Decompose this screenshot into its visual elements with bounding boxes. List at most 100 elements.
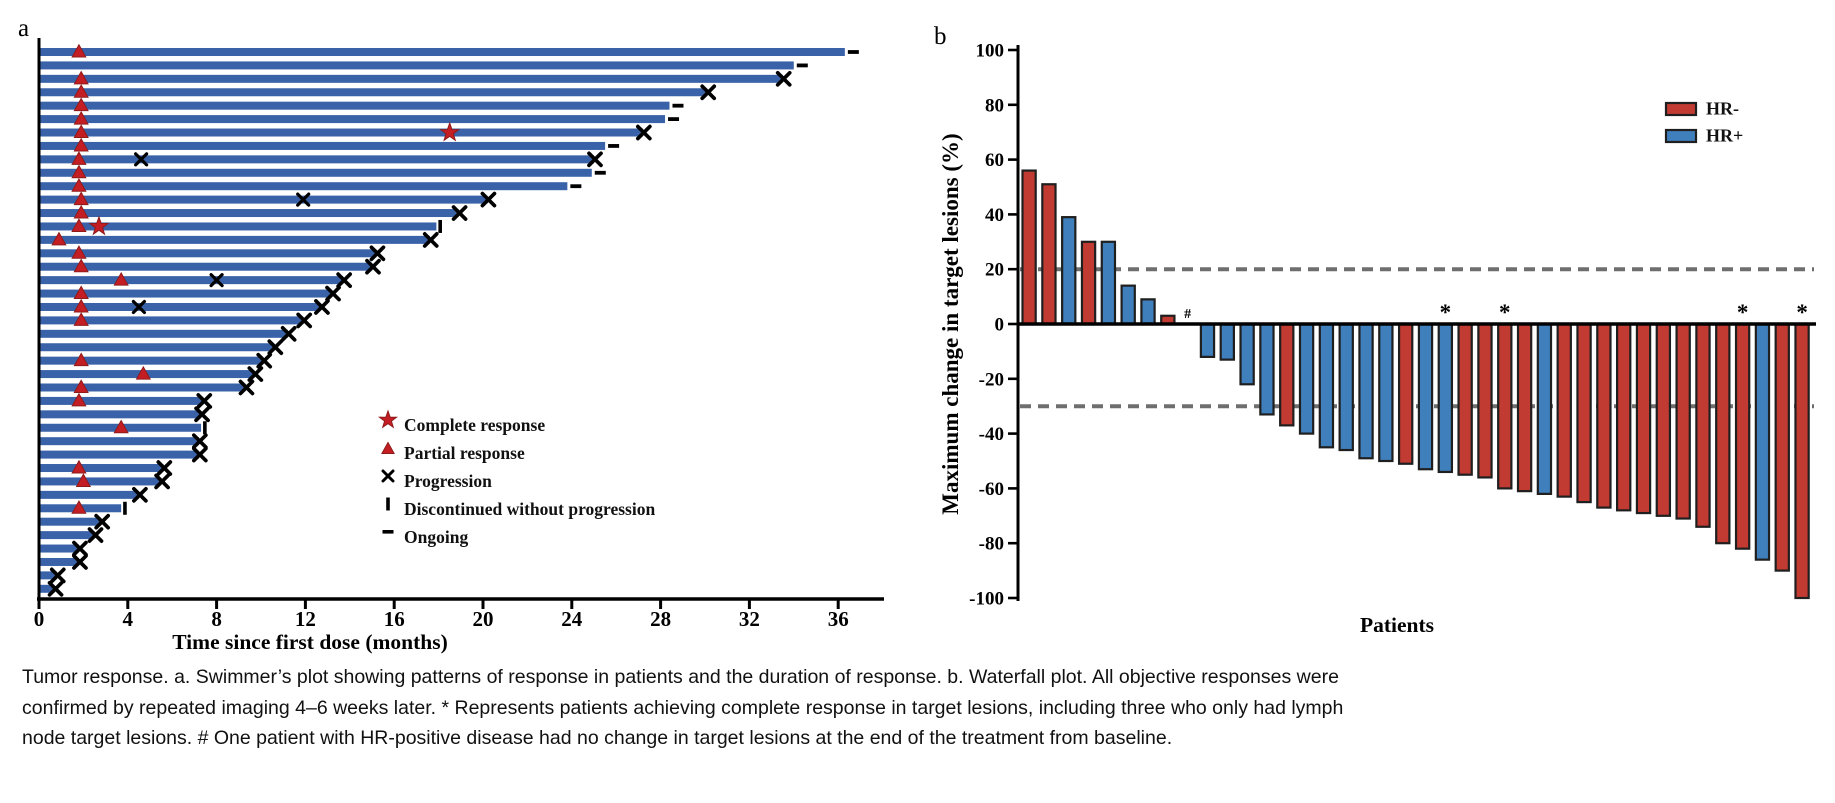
swimmer-bar xyxy=(40,464,164,473)
ongoing-icon xyxy=(668,117,680,121)
caption-line: confirmed by repeated imaging 4–6 weeks … xyxy=(22,696,1344,719)
waterfall-bar xyxy=(1635,322,1652,515)
triangle-icon xyxy=(51,231,67,246)
waterfall-bar xyxy=(1596,322,1612,509)
cross-icon xyxy=(47,580,64,597)
ongoing-icon xyxy=(570,184,582,189)
cross-icon xyxy=(267,339,284,356)
waterfall-bar xyxy=(1120,284,1136,326)
legend-label-ongoing: Ongoing xyxy=(404,527,468,547)
legend-swatch-hr-negative xyxy=(1664,101,1698,117)
swimmer-bar xyxy=(40,450,199,459)
complete-response-annotation: * xyxy=(1499,300,1511,325)
complete-response-annotation: * xyxy=(1796,300,1808,325)
cross-icon xyxy=(381,469,395,483)
panel-a-tick-label: 4 xyxy=(123,607,134,631)
ongoing-icon xyxy=(847,50,859,54)
triangle-icon xyxy=(71,177,87,192)
ongoing-icon xyxy=(672,103,684,108)
cross-icon xyxy=(480,191,497,208)
waterfall-bar xyxy=(1298,322,1315,435)
cross-icon xyxy=(369,245,386,262)
triangle-icon xyxy=(73,379,89,393)
legend-label-partial-response: Partial response xyxy=(404,443,525,463)
swimmer-bar xyxy=(40,584,55,593)
cross-icon xyxy=(191,446,208,463)
triangle-icon xyxy=(75,473,92,487)
complete-response-annotation: * xyxy=(1737,300,1749,325)
swimmer-bar xyxy=(40,571,57,580)
panel-a-tick-label: 16 xyxy=(384,607,405,631)
triangle-icon xyxy=(135,365,151,380)
swimmer-bar xyxy=(40,141,606,150)
triangle-icon xyxy=(113,271,129,286)
swimmer-bar xyxy=(40,531,95,540)
legend-label-progression: Progression xyxy=(404,471,492,491)
waterfall-plot: 100 80 60 40 20 0 -20 -40 -60 -80 -100 # * * * * xyxy=(969,41,1816,610)
swimmer-bar xyxy=(40,356,264,365)
legend-swatch-hr-positive xyxy=(1664,128,1698,144)
panel-a-tick-label: 12 xyxy=(295,607,316,631)
swimmer-bar xyxy=(40,88,708,97)
figure-canvas: a Time since first dose (months) Complet… xyxy=(18,15,1816,654)
swimmer-bar xyxy=(40,383,246,392)
cross-icon xyxy=(587,151,603,168)
cross-icon xyxy=(196,393,213,409)
cross-icon xyxy=(325,285,341,302)
cross-icon xyxy=(296,192,311,207)
ongoing-icon xyxy=(796,63,808,68)
panel-a-tick-label: 24 xyxy=(561,607,583,631)
triangle-icon xyxy=(71,500,87,514)
cross-icon xyxy=(336,272,352,288)
panel-b-y-axis-title: Maximum change in target lesions (%) xyxy=(938,133,963,514)
cross-icon xyxy=(280,325,297,342)
swimmer-bar xyxy=(40,410,202,419)
panel-b-tick-label: 80 xyxy=(985,95,1004,116)
no-change-annotation: # xyxy=(1184,307,1191,322)
waterfall-bar xyxy=(1715,322,1731,545)
cross-icon xyxy=(238,379,255,396)
cross-icon xyxy=(209,273,224,288)
triangle-icon xyxy=(73,204,89,219)
waterfall-bar xyxy=(1378,322,1394,463)
swimmer-bar xyxy=(40,437,199,446)
swimmer-bar xyxy=(40,316,304,325)
triangle-icon xyxy=(73,285,89,300)
cross-icon xyxy=(194,406,210,423)
swimmer-bar xyxy=(40,302,321,311)
discontinued-icon xyxy=(123,501,127,515)
cross-icon xyxy=(700,84,717,101)
cross-icon xyxy=(422,232,439,248)
swimmer-bar xyxy=(40,517,102,526)
triangle-icon xyxy=(73,84,89,98)
swimmer-bar xyxy=(40,182,568,191)
cross-icon xyxy=(132,487,148,503)
ongoing-icon xyxy=(382,530,394,534)
panel-a-x-axis-title: Time since first dose (months) xyxy=(172,630,448,654)
discontinued-icon xyxy=(438,219,442,233)
waterfall-bar xyxy=(1259,322,1275,416)
triangle-icon xyxy=(71,245,87,259)
triangle-icon xyxy=(73,258,89,273)
waterfall-bar xyxy=(1140,298,1156,326)
triangle-icon xyxy=(73,137,89,152)
waterfall-bar xyxy=(1497,322,1513,490)
cross-icon xyxy=(314,299,330,315)
star-icon xyxy=(88,215,110,236)
cross-icon xyxy=(191,433,208,450)
cross-icon xyxy=(296,312,313,329)
swimmer-bar xyxy=(40,195,488,204)
triangle-icon xyxy=(73,191,89,206)
waterfall-bar xyxy=(1041,183,1057,326)
star-icon xyxy=(377,409,399,429)
panel-b-tick-label: -80 xyxy=(979,534,1004,555)
panel-b-tick-label: -60 xyxy=(979,479,1004,500)
panel-a-tick-label: 8 xyxy=(211,607,222,631)
legend-label-discontinued: Discontinued without progression xyxy=(404,499,655,519)
triangle-icon xyxy=(71,392,87,407)
triangle-icon xyxy=(73,110,89,125)
panel-b-tick-label: 20 xyxy=(985,260,1004,281)
cross-icon xyxy=(154,473,170,490)
waterfall-bar xyxy=(1318,322,1335,449)
swimmer-bar xyxy=(40,329,288,338)
